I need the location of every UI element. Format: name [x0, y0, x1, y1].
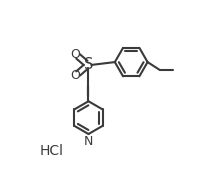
Text: S: S	[84, 57, 93, 73]
Text: HCl: HCl	[40, 144, 64, 158]
Text: N: N	[84, 135, 93, 148]
Text: O: O	[70, 48, 80, 61]
Text: O: O	[70, 69, 80, 82]
